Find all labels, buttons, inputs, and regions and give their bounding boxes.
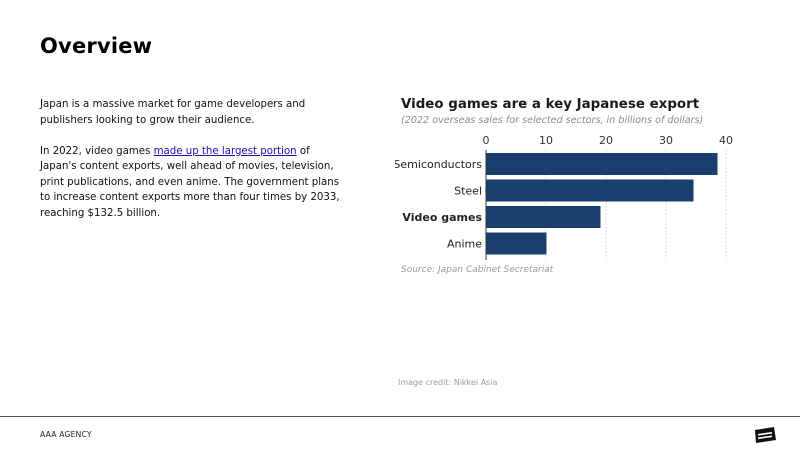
bar: [486, 153, 718, 175]
bar: [486, 232, 547, 255]
slide-title: Overview: [40, 34, 153, 58]
footer-divider: [0, 416, 800, 417]
paragraph-details-end: of Japan's content exports, well ahead o…: [40, 145, 340, 220]
paragraph-details-start: In 2022, video games: [40, 145, 154, 157]
x-tick-label: 20: [599, 134, 613, 147]
chart-source: Source: Japan Cabinet Secretariat: [401, 265, 554, 275]
largest-portion-link[interactable]: made up the largest portion: [153, 145, 297, 157]
x-tick-label: 10: [539, 134, 553, 147]
image-credit: Image credit: Nikkei Asia: [398, 378, 498, 387]
bar-chart: 0 10 20 30 40 Semiconductors Steel Video games A…: [395, 134, 733, 260]
x-tick-label: 0: [483, 134, 490, 147]
body-text: Japan is a massive market for game devel…: [40, 97, 340, 237]
agency-logo-icon: [755, 427, 776, 443]
paragraph-intro: Japan is a massive market for game devel…: [40, 99, 306, 126]
paragraph-details: In 2022, video games made up the largest…: [40, 144, 340, 222]
category-label: Steel: [454, 185, 482, 198]
bar: [486, 206, 601, 228]
chart-title: Video games are a key Japanese export: [401, 97, 700, 112]
category-label: Video games: [402, 211, 482, 224]
agency-name: AAA AGENCY: [40, 430, 92, 439]
x-tick-label: 30: [659, 134, 673, 147]
category-label: Semiconductors: [395, 158, 482, 171]
chart-subtitle: (2022 overseas sales for selected sector…: [401, 115, 704, 126]
bar: [486, 179, 694, 202]
category-label: Anime: [447, 238, 482, 251]
x-tick-label: 40: [719, 134, 733, 147]
